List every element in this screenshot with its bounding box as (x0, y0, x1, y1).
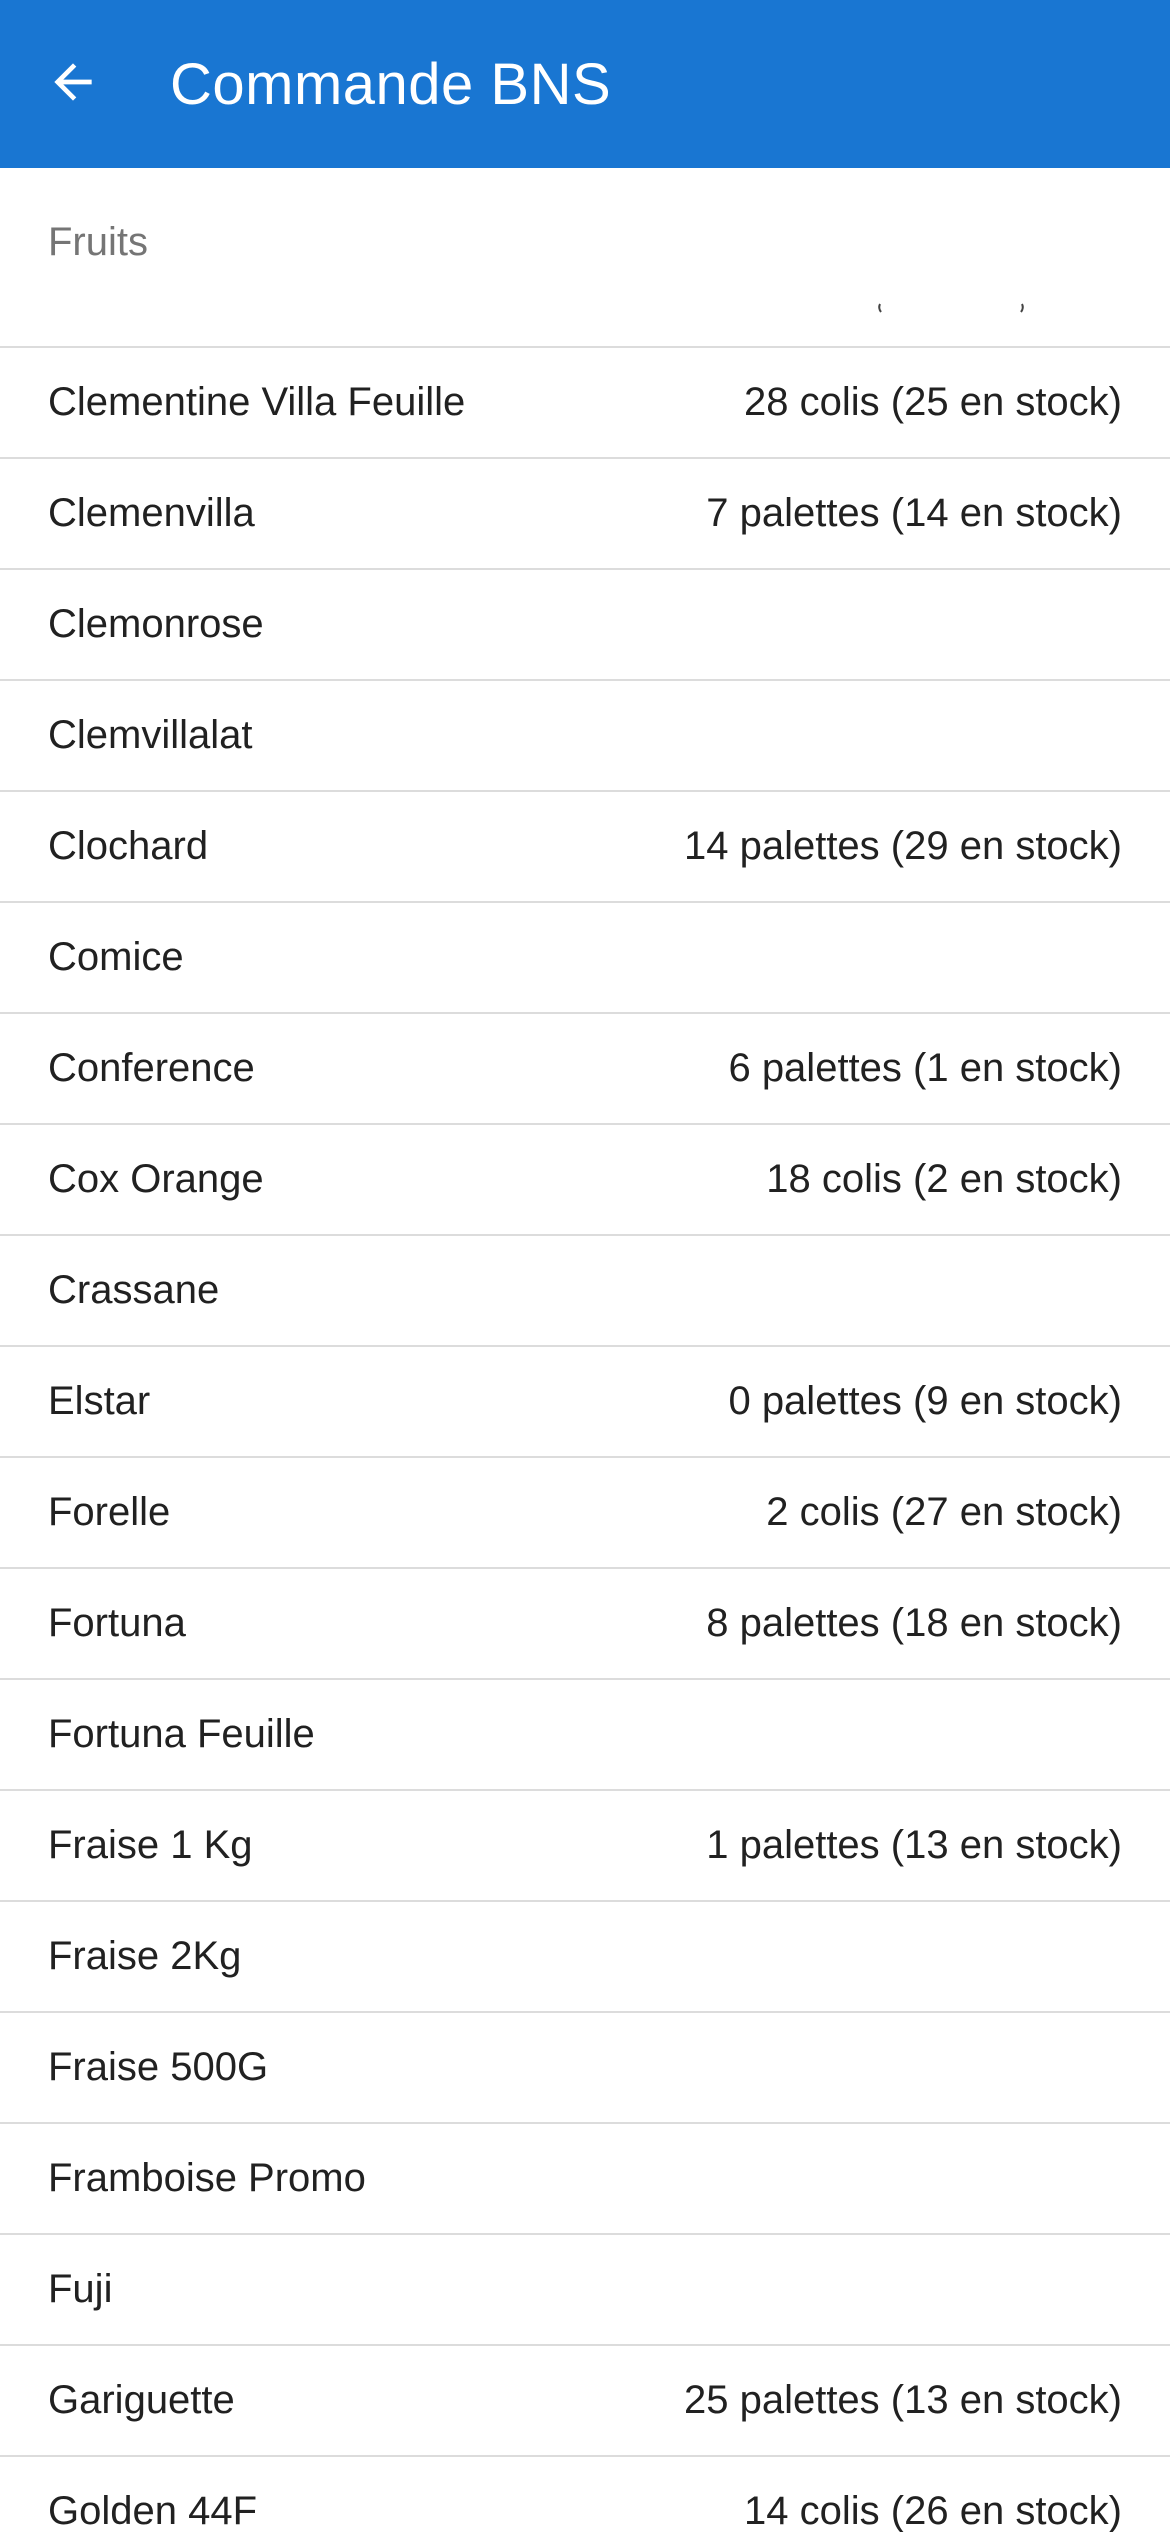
product-name: Clochard (48, 824, 209, 868)
order-quantity: 6 palettes (1 en stock) (728, 1046, 1122, 1090)
product-name: Forelle (48, 1490, 171, 1534)
product-name: Elstar (48, 1379, 151, 1423)
list-item[interactable]: Elstar 0 palettes (9 en stock) (0, 1347, 1170, 1458)
page-title: Commande BNS (170, 51, 612, 117)
list-item[interactable]: Clemonrose (0, 570, 1170, 681)
product-name: Crassane (48, 1268, 220, 1312)
section-header: Fruits (0, 168, 1170, 312)
product-name: Clemonrose (48, 602, 264, 646)
order-quantity: 8 palettes (18 en stock) (706, 1601, 1122, 1645)
product-name: Framboise Promo (48, 2156, 366, 2200)
list-item[interactable]: Fortuna Feuille (0, 1680, 1170, 1791)
order-quantity: 14 colis (26 en stock) (744, 2489, 1122, 2532)
product-name: Fraise 500G (48, 2045, 269, 2089)
product-name: Clemvillalat (48, 713, 253, 757)
list-item[interactable]: Fraise 1 Kg 1 palettes (13 en stock) (0, 1791, 1170, 1902)
list-item[interactable]: Fortuna 8 palettes (18 en stock) (0, 1569, 1170, 1680)
list-item[interactable]: Fraise 2Kg (0, 1902, 1170, 2013)
product-name: Cox Orange (48, 1157, 264, 1201)
arrow-left-icon (45, 54, 101, 115)
list-item[interactable]: Clemenvilla 7 palettes (14 en stock) (0, 459, 1170, 570)
list-item[interactable]: Conference 6 palettes (1 en stock) (0, 1014, 1170, 1125)
product-list: Clementine Villa Feuille 28 colis (25 en … (0, 348, 1170, 2532)
order-quantity: 28 colis (25 en stock) (744, 380, 1122, 424)
order-quantity: 18 colis (2 en stock) (766, 1157, 1122, 1201)
section-label-fruits: Fruits (48, 220, 148, 264)
product-name: Golden 44F (48, 2489, 258, 2532)
product-name: Fraise 1 Kg (48, 1823, 253, 1867)
list-item[interactable]: Clochard 14 palettes (29 en stock) (0, 792, 1170, 903)
product-name: Conference (48, 1046, 255, 1090)
order-quantity: 25 palettes (13 en stock) (683, 2378, 1122, 2422)
partial-text-clip (878, 303, 1024, 313)
order-quantity: 0 palettes (9 en stock) (728, 1379, 1122, 1423)
product-name: Fortuna (48, 1601, 186, 1645)
list-item[interactable]: Crassane (0, 1236, 1170, 1347)
list-item[interactable]: Clemvillalat (0, 681, 1170, 792)
order-quantity: 1 palettes (13 en stock) (706, 1823, 1122, 1867)
list-item[interactable]: Fraise 500G (0, 2013, 1170, 2124)
list-item[interactable]: Comice (0, 903, 1170, 1014)
back-button[interactable] (18, 29, 128, 139)
product-name: Comice (48, 935, 184, 979)
list-item[interactable]: Fuji (0, 2235, 1170, 2346)
list-item[interactable]: Framboise Promo (0, 2124, 1170, 2235)
product-name: Clementine Villa Feuille (48, 380, 466, 424)
product-name: Fortuna Feuille (48, 1712, 315, 1756)
order-quantity: 14 palettes (29 en stock) (683, 824, 1122, 868)
product-name: Fuji (48, 2267, 113, 2311)
order-quantity: 7 palettes (14 en stock) (706, 491, 1122, 535)
list-item[interactable]: Forelle 2 colis (27 en stock) (0, 1458, 1170, 1569)
product-name: Clemenvilla (48, 491, 255, 535)
list-item-partial[interactable] (0, 300, 1170, 348)
product-name: Fraise 2Kg (48, 1934, 242, 1978)
list-item[interactable]: Cox Orange 18 colis (2 en stock) (0, 1125, 1170, 1236)
order-quantity: 2 colis (27 en stock) (766, 1490, 1122, 1534)
list-item[interactable]: Golden 44F 14 colis (26 en stock) (0, 2457, 1170, 2532)
list-item[interactable]: Gariguette 25 palettes (13 en stock) (0, 2346, 1170, 2457)
product-name: Gariguette (48, 2378, 235, 2422)
app-bar: Commande BNS (0, 0, 1170, 168)
list-item[interactable]: Clementine Villa Feuille 28 colis (25 en … (0, 348, 1170, 459)
